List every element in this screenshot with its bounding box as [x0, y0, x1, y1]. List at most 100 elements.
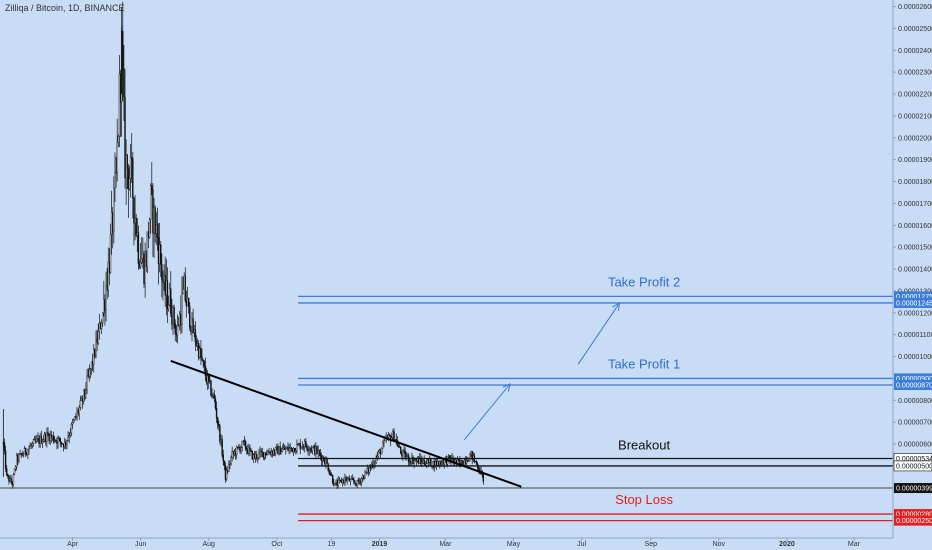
candle: [132, 151, 134, 219]
candle: [167, 295, 170, 312]
breakout-lower-price-tag: [893, 460, 932, 472]
candle: [347, 476, 349, 480]
x-tick-label: Jul: [577, 541, 586, 548]
candle: [80, 396, 83, 401]
candle: [337, 476, 339, 489]
stop-loss-upper-price-label: 0.00000280: [896, 512, 932, 519]
candle: [319, 448, 322, 460]
candle: [316, 445, 318, 455]
stop-loss-upper-price-tag: [894, 509, 932, 520]
candle: [100, 319, 103, 335]
candle: [173, 304, 175, 329]
target-arrow[interactable]: [463, 382, 511, 440]
candle: [312, 445, 315, 449]
candle: [14, 464, 17, 472]
candle: [105, 271, 107, 322]
candle: [12, 472, 15, 487]
candle: [474, 460, 477, 463]
candle: [269, 450, 271, 456]
candle: [350, 475, 353, 480]
candle: [122, 1, 124, 102]
candle: [439, 459, 441, 469]
candle: [43, 431, 46, 443]
candle: [103, 280, 105, 317]
target-arrow[interactable]: [577, 301, 621, 365]
candle: [362, 473, 364, 482]
candle: [435, 459, 438, 471]
candle: [263, 452, 266, 461]
y-tick-label: 0.00002200: [898, 92, 932, 99]
candle: [277, 443, 279, 455]
candle: [18, 452, 20, 464]
candle: [139, 242, 142, 270]
candle: [26, 451, 28, 457]
candle: [21, 450, 24, 457]
candle: [296, 439, 298, 454]
candle: [317, 445, 319, 458]
candle: [208, 375, 210, 390]
candle: [53, 436, 56, 444]
candle: [81, 395, 84, 409]
candle: [22, 452, 25, 458]
candle: [433, 458, 435, 472]
candle: [230, 455, 232, 466]
candle: [339, 479, 342, 483]
candle: [282, 442, 285, 450]
candle: [475, 459, 478, 465]
candle: [318, 449, 320, 457]
candle: [304, 438, 306, 453]
candle: [131, 132, 133, 184]
candle: [373, 459, 375, 470]
x-tick-label: Nov: [713, 541, 726, 548]
candle: [221, 435, 223, 458]
candle: [376, 451, 378, 461]
candle: [327, 462, 329, 472]
candle: [275, 446, 277, 457]
candle: [118, 54, 121, 147]
candle: [94, 348, 96, 359]
candle: [330, 472, 333, 477]
candle: [51, 435, 54, 441]
candle: [289, 443, 291, 454]
candle: [125, 139, 127, 205]
candle: [456, 455, 459, 465]
candle: [176, 314, 179, 344]
candle: [258, 448, 260, 460]
candle: [69, 428, 72, 438]
candle: [4, 445, 7, 472]
candle: [260, 448, 262, 458]
x-axis[interactable]: Apr Jun Aug Oct 19 2019 Mar May Jul Sep Nov 2020 Mar: [67, 538, 861, 548]
candle: [478, 465, 480, 474]
candle: [110, 190, 113, 255]
y-tick-label: 0.00001400: [898, 267, 932, 274]
candle: [328, 468, 330, 476]
current-price-price-label: 0.00000399: [896, 486, 932, 493]
candle: [67, 431, 69, 442]
candle: [261, 447, 264, 458]
candle: [403, 445, 405, 454]
candle: [278, 446, 280, 456]
candle: [117, 134, 120, 148]
candle: [235, 445, 238, 460]
candle: [346, 476, 348, 485]
candle: [91, 353, 94, 372]
candle: [151, 162, 153, 196]
candle: [7, 473, 9, 479]
candle: [5, 464, 8, 477]
candle: [66, 439, 68, 450]
candle: [248, 443, 250, 457]
candle: [88, 364, 91, 382]
candle: [329, 470, 332, 477]
candle: [28, 445, 30, 455]
candle: [308, 446, 310, 457]
candle: [74, 416, 76, 422]
candle: [335, 479, 337, 486]
x-tick-label: Sep: [645, 541, 658, 548]
candle: [352, 474, 354, 481]
candle: [301, 441, 304, 450]
candle: [276, 443, 278, 451]
trendline[interactable]: [170, 359, 522, 488]
candle: [353, 476, 355, 485]
candle: [344, 473, 346, 486]
